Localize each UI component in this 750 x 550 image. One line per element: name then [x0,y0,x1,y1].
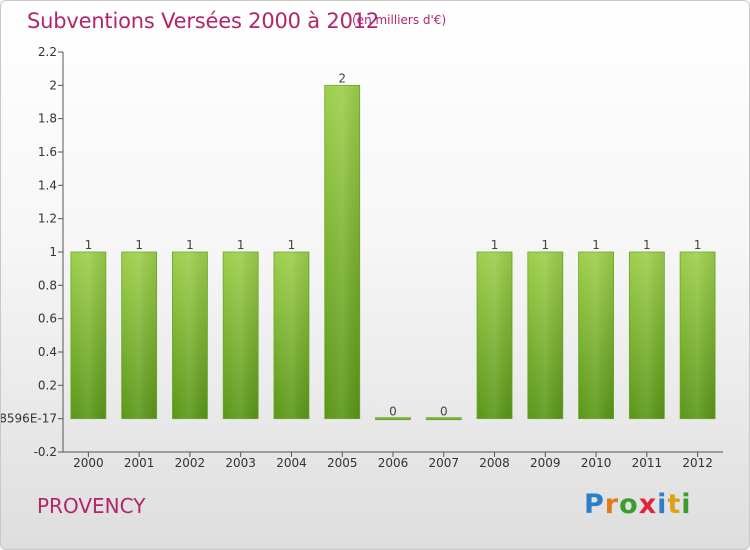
bar-shade [680,252,716,419]
bar-value-label: 0 [440,405,448,419]
y-tick-label: 1.2 [38,212,57,226]
bars-group [70,84,716,421]
y-tick-label: 0.8 [38,278,57,292]
x-tick-label: 2006 [378,456,409,470]
bar-value-label: 1 [643,238,651,252]
labels-group: 1 1 1 1 1 2 0 0 1 1 1 1 1 [85,71,702,418]
bar-value-label: 1 [237,238,245,252]
bar-value-label: 1 [288,238,296,252]
commune-name: PROVENCY [37,494,146,518]
bar-value-label: 1 [694,238,702,252]
bar-shade [172,252,208,419]
bar-value-label: 0 [389,405,397,419]
proxiti-logo: Proxiti [584,489,692,520]
y-tick-label: 0.6 [38,312,57,326]
x-tick-label: 2009 [530,456,561,470]
bar-shade [223,252,259,419]
bar-shade [578,252,614,419]
x-tick-label: 2003 [225,456,256,470]
bar-shade [121,252,157,419]
y-tick-label: -0.2 [34,445,57,459]
y-tick-label: 1.4 [38,178,57,192]
bar-shade [324,85,360,419]
y-tick-label: -1.5265566588596E-17 [1,412,57,426]
x-tick-label: 2012 [682,456,713,470]
x-tick-label: 2008 [479,456,510,470]
x-tick-label: 2004 [276,456,307,470]
bar-shade [70,252,106,419]
x-tick-label: 2002 [175,456,206,470]
bar-value-label: 1 [186,238,194,252]
y-tick-label: 0.4 [38,345,57,359]
bar-shade [527,252,563,419]
bar-value-label: 2 [338,71,346,85]
x-tick-label: 2010 [581,456,612,470]
bar [375,417,411,421]
x-tick-label: 2005 [327,456,358,470]
bar-shade [273,252,309,419]
bar-value-label: 1 [541,238,549,252]
x-tick-label: 2007 [428,456,459,470]
bar-value-label: 1 [135,238,143,252]
bar-value-label: 1 [491,238,499,252]
x-tick-label: 2000 [73,456,104,470]
bar [425,417,462,421]
y-tick-label: 2.2 [38,45,57,59]
axes: -0.2 -1.5265566588596E-17 0.2 0.4 0.6 0.8 1 1.2… [1,45,723,470]
bar-value-label: 1 [592,238,600,252]
bar-value-label: 1 [85,238,93,252]
y-tick-label: 2 [49,78,57,92]
y-tick-label: 0.2 [38,378,57,392]
y-tick-label: 1 [49,245,57,259]
bar-shade [477,252,513,419]
bar-shade [629,252,665,419]
chart-unit: (en milliers d'€) [352,13,447,27]
x-tick-label: 2011 [632,456,663,470]
y-tick-label: 1.6 [38,145,57,159]
x-tick-label: 2001 [124,456,155,470]
y-tick-label: 1.8 [38,112,57,126]
chart-title: Subventions Versées 2000 à 2012 [27,9,380,33]
